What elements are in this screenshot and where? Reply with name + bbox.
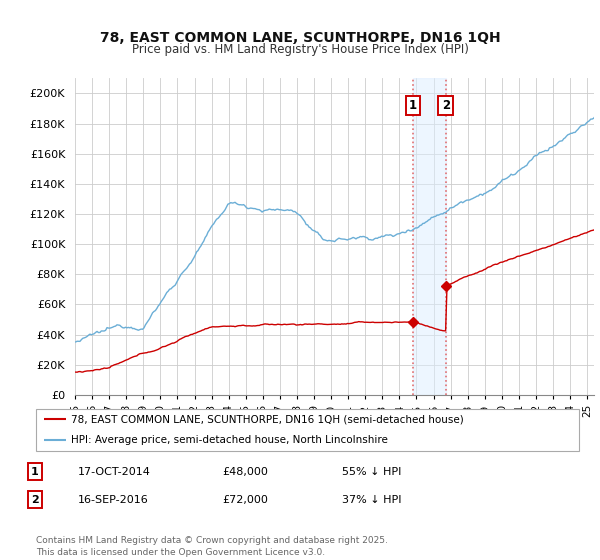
Text: 78, EAST COMMON LANE, SCUNTHORPE, DN16 1QH: 78, EAST COMMON LANE, SCUNTHORPE, DN16 1…: [100, 31, 500, 45]
Bar: [413, 78, 446, 395]
Text: 16-SEP-2016: 16-SEP-2016: [78, 494, 149, 505]
Text: 2: 2: [31, 494, 38, 505]
Text: £48,000: £48,000: [222, 466, 268, 477]
Text: 1: 1: [409, 99, 417, 112]
Text: 55% ↓ HPI: 55% ↓ HPI: [342, 466, 401, 477]
Text: 1: 1: [31, 466, 38, 477]
Text: 17-OCT-2014: 17-OCT-2014: [78, 466, 151, 477]
Text: Price paid vs. HM Land Registry's House Price Index (HPI): Price paid vs. HM Land Registry's House …: [131, 43, 469, 56]
Text: £72,000: £72,000: [222, 494, 268, 505]
Text: 37% ↓ HPI: 37% ↓ HPI: [342, 494, 401, 505]
FancyBboxPatch shape: [36, 409, 579, 451]
Text: 78, EAST COMMON LANE, SCUNTHORPE, DN16 1QH (semi-detached house): 78, EAST COMMON LANE, SCUNTHORPE, DN16 1…: [71, 414, 464, 424]
Text: 2: 2: [442, 99, 450, 112]
Text: HPI: Average price, semi-detached house, North Lincolnshire: HPI: Average price, semi-detached house,…: [71, 435, 388, 445]
Text: Contains HM Land Registry data © Crown copyright and database right 2025.
This d: Contains HM Land Registry data © Crown c…: [36, 536, 388, 557]
